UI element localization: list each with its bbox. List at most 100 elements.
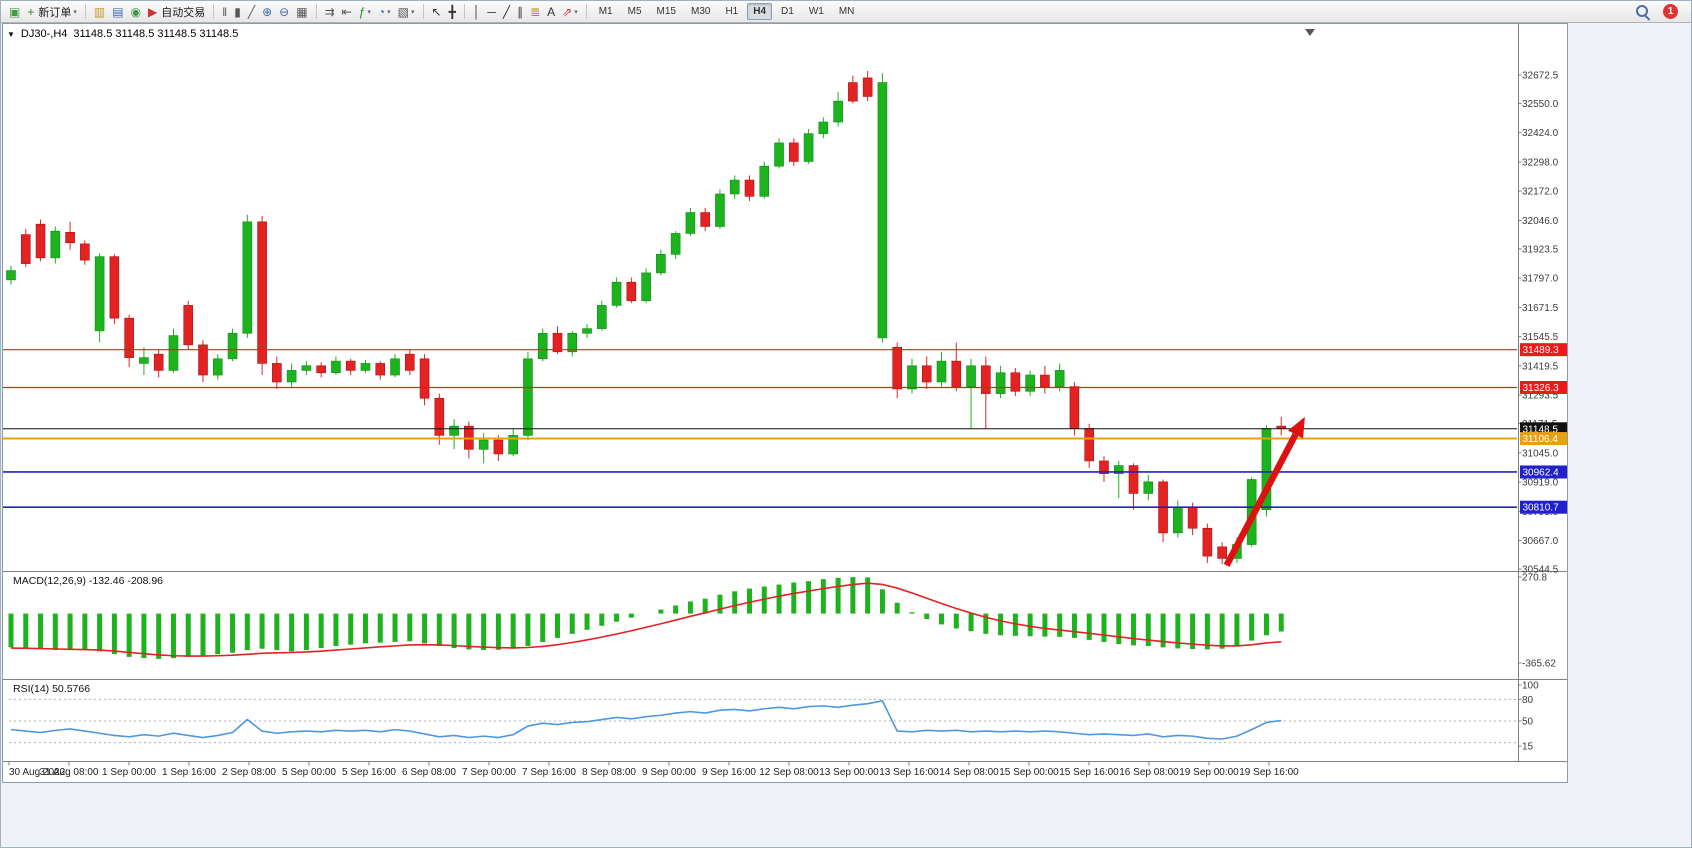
price-axis-label: 31671.5: [1522, 303, 1559, 314]
chart-shift-marker[interactable]: [1305, 29, 1315, 36]
arrows-icon: ⇗: [562, 4, 573, 19]
chart-menu-icon[interactable]: ▼: [7, 29, 15, 39]
arrows-button[interactable]: ⇗ ▾: [559, 3, 581, 21]
timeframe-m1-button[interactable]: M1: [598, 6, 613, 17]
zoom-in-button[interactable]: ⊕: [259, 3, 275, 21]
caret-down-icon: ▾: [387, 8, 391, 16]
timeframe-mn-button[interactable]: MN: [838, 6, 855, 17]
caret-down-icon: ▾: [411, 8, 415, 16]
auto-trading-button[interactable]: ▶ 自动交易: [145, 3, 208, 21]
candles: [6, 70, 1287, 565]
time-axis-label: 8 Sep 08:00: [582, 767, 636, 778]
line-chart-icon: ╱: [247, 4, 256, 19]
chart-canvas[interactable]: 32672.5 32550.0 32424.0 32298.0 32172.0 32046…: [1, 23, 1569, 783]
time-axis-label: 13 Sep 16:00: [879, 767, 939, 778]
chart-shift-icon: ⇤: [341, 4, 352, 19]
fibonacci-button[interactable]: ≣: [527, 3, 543, 21]
market-watch-button[interactable]: ▤: [109, 3, 126, 21]
vertical-line-icon: │: [472, 4, 481, 19]
templates-button[interactable]: ▧ ▾: [395, 3, 418, 21]
pivot-line-price-box: [1520, 432, 1567, 446]
caret-down-icon: ▾: [367, 8, 371, 16]
price-axis-label: 32550.0: [1522, 99, 1559, 110]
bar-chart-icon: ‖: [222, 4, 228, 19]
vertical-line-button[interactable]: │: [470, 3, 484, 21]
tile-windows-button[interactable]: ▦: [293, 3, 310, 21]
time-axis-label: 9 Sep 16:00: [702, 767, 756, 778]
timeframe-h1-button[interactable]: H1: [725, 6, 739, 17]
rsi-line: [10, 699, 1282, 740]
trend-arrow[interactable]: [1223, 416, 1305, 567]
price-box-label: 31326.3: [1523, 383, 1560, 394]
new-order-button[interactable]: + 新订单 ▾: [24, 3, 80, 21]
channel-button[interactable]: ∥: [514, 3, 526, 21]
auto-trading-icon: ▶: [148, 4, 158, 19]
timeframe-d1-button[interactable]: D1: [781, 6, 794, 17]
zoom-out-button[interactable]: ⊖: [276, 3, 292, 21]
auto-scroll-button[interactable]: ⇉: [322, 3, 338, 21]
price-box-label: 31148.5: [1523, 424, 1559, 435]
indicators-button[interactable]: ƒ ▾: [356, 3, 374, 21]
timeframe-w1-button[interactable]: W1: [808, 6, 824, 17]
text-button[interactable]: A: [544, 3, 558, 21]
time-axis-label: 19 Sep 16:00: [1239, 767, 1299, 778]
toolbar-separator: [213, 4, 215, 19]
support-line-price-box: [1520, 500, 1567, 514]
chart-info-bar: ▼ DJ30-,H4 31148.5 31148.5 31148.5 31148…: [7, 28, 238, 40]
profiles-button[interactable]: ▥: [91, 3, 108, 21]
timeframe-m30-button[interactable]: M30: [690, 6, 711, 17]
crosshair-icon: ╋: [448, 4, 456, 19]
caret-down-icon: ▾: [73, 8, 77, 16]
zoom-in-icon: ⊕: [262, 4, 273, 19]
time-axis-label: 5 Sep 00:00: [282, 767, 336, 778]
navigator-button[interactable]: ◉: [128, 3, 144, 21]
periods-icon: ◔: [377, 4, 386, 19]
candlestick-chart-icon: ▮: [234, 4, 241, 19]
cursor-button[interactable]: ↖: [429, 3, 445, 21]
timeframe-h4-button[interactable]: H4: [747, 3, 773, 20]
time-axis-label: 19 Sep 00:00: [1179, 767, 1239, 778]
rsi-axis-label: 15: [1522, 742, 1534, 753]
price-axis-label: 30667.0: [1522, 536, 1559, 547]
profiles-icon: ▥: [93, 4, 106, 19]
time-axis-label: 15 Sep 00:00: [999, 767, 1059, 778]
price-axis-label: 32172.0: [1522, 187, 1559, 198]
toolbar: ▣ + 新订单 ▾ ▥ ▤ ◉ ▶ 自动交易 ‖ ▮ ╱ ⊕ ⊖ ▦ ⇉ ⇤ ƒ ▾ ◔ ▾ ▧ ▾ ↖ ╋ │ ─ ╱ ∥ ≣ A ⇗ ▾ M1…: [1, 1, 1691, 23]
time-axis-label: 5 Sep 16:00: [342, 767, 396, 778]
price-axis-label: 31419.5: [1522, 361, 1559, 372]
search-button[interactable]: [1632, 3, 1653, 21]
chart-ohlc-values: 31148.5 31148.5 31148.5 31148.5: [73, 28, 239, 40]
support-line-price-box: [1520, 465, 1567, 479]
chart-window-button[interactable]: ▣: [6, 3, 23, 21]
price-axis-label: 31923.5: [1522, 244, 1559, 255]
time-axis-label: 13 Sep 00:00: [819, 767, 879, 778]
search-icon: [1635, 4, 1650, 19]
time-axis-label: 16 Sep 08:00: [1119, 767, 1179, 778]
time-axis-label: 6 Sep 08:00: [402, 767, 456, 778]
price-box-label: 30810.7: [1523, 503, 1560, 514]
toolbar-right: 1: [1632, 3, 1686, 21]
time-axis-label: 9 Sep 00:00: [642, 767, 696, 778]
timeframe-m5-button[interactable]: M5: [627, 6, 642, 17]
horizontal-line-button[interactable]: ─: [484, 3, 499, 21]
price-axis-label: 32424.0: [1522, 128, 1559, 139]
line-chart-button[interactable]: ╱: [245, 3, 258, 21]
chart-shift-button[interactable]: ⇤: [339, 3, 355, 21]
timeframe-m15-button[interactable]: M15: [656, 6, 676, 17]
price-axis-label: 31293.5: [1522, 391, 1559, 402]
price-box-label: 31489.3: [1523, 345, 1560, 356]
time-axis-label: 14 Sep 08:00: [939, 767, 999, 778]
current-price-line-price-box: [1520, 422, 1567, 436]
trendline-button[interactable]: ╱: [500, 3, 513, 21]
candlestick-chart-button[interactable]: ▮: [231, 3, 244, 21]
toolbar-separator: [422, 4, 424, 19]
toolbar-separator: [315, 4, 317, 19]
new-order-button-label: 新订单: [38, 6, 72, 19]
periods-button[interactable]: ◔ ▾: [375, 3, 394, 21]
bar-chart-button[interactable]: ‖: [219, 3, 230, 21]
notification-badge[interactable]: 1: [1663, 4, 1678, 19]
resistance-line-price-box: [1520, 343, 1567, 357]
price-axis-label: 31797.0: [1522, 274, 1559, 285]
macd-indicator-label: MACD(12,26,9) -132.46 -208.96: [13, 575, 163, 587]
crosshair-button[interactable]: ╋: [446, 3, 459, 21]
